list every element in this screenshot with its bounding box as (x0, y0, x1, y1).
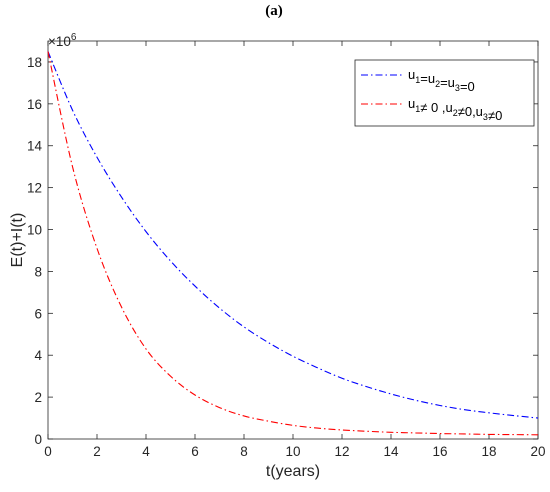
series-layer (47, 51, 539, 436)
y-tick-label: 14 (27, 139, 43, 154)
y-tick-label: 18 (27, 55, 42, 70)
y-tick-label: 2 (34, 390, 42, 405)
legend: u1=u2=u3=0u1≠ 0 ,u2≠0,u3≠0 (354, 59, 535, 127)
x-tick-label: 8 (240, 444, 248, 459)
x-tick-label: 14 (383, 444, 399, 459)
y-tick-label: 16 (27, 97, 42, 112)
panel-label: (a) (265, 3, 283, 19)
y-tick-label: 4 (34, 348, 42, 363)
x-axis-label: t(years) (266, 463, 320, 480)
legend-label-1: u1=u2=u3=0 (408, 67, 475, 94)
x-tick-label: 12 (334, 444, 349, 459)
series-line-1 (47, 51, 539, 419)
x-tick-label: 20 (530, 444, 545, 459)
x-tick-label: 2 (93, 444, 101, 459)
y-tick-label: 10 (27, 223, 42, 238)
x-tick-label: 6 (191, 444, 199, 459)
y-tick-label: 0 (34, 432, 42, 447)
x-tick-label: 0 (44, 444, 52, 459)
series-line-2 (47, 51, 539, 436)
x-tick-label: 4 (142, 444, 150, 459)
y-tick-label: 12 (27, 181, 42, 196)
y-tick-label: 6 (34, 306, 42, 321)
y-multiplier: ×106 (48, 32, 77, 49)
y-tick-label: 8 (34, 264, 42, 279)
x-tick-label: 18 (481, 444, 496, 459)
x-tick-label: 10 (285, 444, 300, 459)
y-axis-label: E(t)+I(t) (9, 213, 26, 268)
legend-box (354, 59, 535, 127)
y-multiplier-exponent: 6 (71, 32, 77, 43)
ticks: 0 2 4 6 8 10 12 14 16 18 20 0 2 4 6 8 10 12 14 16 18 (27, 41, 546, 459)
legend-label-2: u1≠ 0 ,u2≠0,u3≠0 (408, 96, 502, 123)
x-tick-label: 16 (432, 444, 447, 459)
